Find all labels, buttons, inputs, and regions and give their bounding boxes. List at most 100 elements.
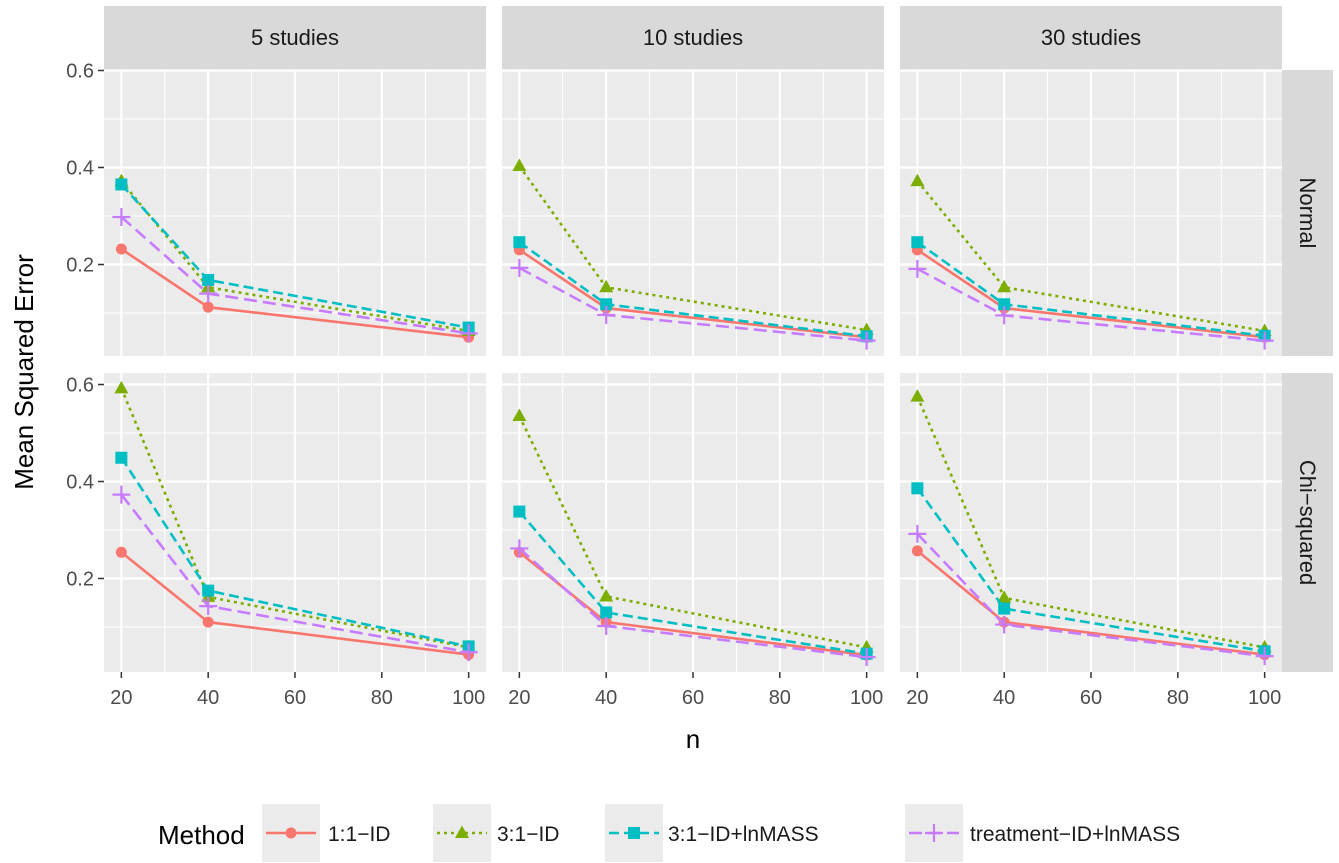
series-treatment-id-lnmass-normal-5-studies (112, 207, 478, 343)
data-point (512, 408, 527, 422)
data-point (910, 173, 925, 187)
data-point (510, 258, 529, 277)
legend: Method 1:1−ID 3:1−ID 3:1−ID+lnMASS treatment… (158, 804, 1180, 862)
data-point (599, 279, 614, 293)
data-point (908, 524, 927, 543)
panel-chi-squared-10-studies (502, 373, 884, 672)
series-treatment-id-lnmass-chi-squared-30-studies (908, 524, 1274, 666)
y-tick-label: 0.2 (66, 569, 94, 591)
legend-entry-1-1-id: 1:1−ID (262, 804, 390, 862)
facet-label: Normal (1295, 178, 1320, 249)
y-tick-label: 0.4 (66, 472, 94, 494)
facet-strip-30-studies (900, 6, 1282, 70)
data-point (998, 602, 1011, 615)
legend-key-marker (285, 827, 297, 839)
legend-key-marker (455, 825, 469, 838)
y-tick-label: 0.2 (66, 255, 94, 277)
data-point (459, 324, 478, 343)
x-tick-label: 20 (110, 687, 132, 709)
data-point (857, 331, 876, 350)
legend-key-marker (925, 824, 943, 842)
series-line (518, 510, 867, 655)
data-point (199, 597, 218, 616)
data-point (202, 584, 215, 597)
data-point (112, 485, 131, 504)
data-point (911, 545, 923, 557)
legend-entry-treatment-id-lnmass: treatment−ID+lnMASS (905, 804, 1180, 862)
series-3-1-id-lnmass-normal-30-studies (911, 236, 1271, 342)
legend-label: 3:1−ID+lnMASS (668, 823, 819, 846)
facet-label: Chi−squared (1295, 460, 1320, 585)
data-point (600, 606, 613, 619)
facet-label: 10 studies (643, 25, 743, 50)
panel-normal-10-studies (502, 69, 884, 356)
x-tick-label: 100 (850, 687, 883, 709)
data-point (998, 298, 1011, 311)
x-tick-label: 40 (197, 687, 219, 709)
x-tick-label: 100 (452, 687, 485, 709)
facet-strip-5-studies (104, 6, 486, 70)
series-treatment-id-lnmass-normal-30-studies (908, 259, 1274, 350)
data-point (513, 505, 526, 518)
data-point (112, 207, 131, 226)
x-tick-label: 40 (993, 687, 1015, 709)
legend-label: 3:1−ID (497, 823, 559, 846)
facet-label: 5 studies (251, 25, 339, 50)
data-point (995, 615, 1014, 634)
data-point (910, 389, 925, 402)
data-point (115, 451, 128, 464)
x-tick-label: 60 (682, 687, 704, 709)
data-point (911, 236, 924, 249)
data-point (114, 380, 129, 394)
legend-entry-3-1-id: 3:1−ID (433, 804, 559, 862)
data-point (512, 158, 527, 172)
x-tick-label: 80 (769, 687, 791, 709)
y-axis-title: Mean Squared Error (9, 254, 39, 490)
series-treatment-id-lnmass-normal-10-studies (510, 258, 876, 350)
data-point (459, 643, 478, 662)
data-point (115, 243, 127, 255)
y-tick-label: 0.6 (66, 61, 94, 83)
data-point (857, 648, 876, 667)
facet-label: 30 studies (1041, 25, 1141, 50)
x-tick-label: 100 (1248, 687, 1281, 709)
data-point (997, 590, 1012, 603)
data-point (199, 284, 218, 303)
facet-strip-normal (1282, 70, 1333, 356)
x-tick-label: 60 (284, 687, 306, 709)
data-point (997, 279, 1012, 293)
x-tick-label: 40 (595, 687, 617, 709)
x-tick-label: 80 (371, 687, 393, 709)
x-tick-label: 20 (508, 687, 530, 709)
data-point (908, 259, 927, 278)
facet-strip-chi-squared (1282, 373, 1333, 672)
data-point (115, 178, 128, 191)
legend-title: Method (158, 820, 245, 850)
series-3-1-id-lnmass-chi-squared-10-studies (513, 505, 873, 660)
panel-normal-30-studies (900, 69, 1282, 356)
legend-label: 1:1−ID (328, 823, 390, 846)
x-tick-label: 80 (1167, 687, 1189, 709)
panel-chi-squared-5-studies (104, 373, 486, 672)
data-point (600, 298, 613, 311)
legend-entry-3-1-id-lnmass: 3:1−ID+lnMASS (605, 804, 819, 862)
series-line (916, 487, 1265, 653)
panel-chi-squared-30-studies (900, 373, 1282, 672)
data-point (202, 301, 214, 313)
data-point (995, 306, 1014, 325)
data-point (202, 274, 215, 287)
data-point (597, 617, 616, 636)
data-point (1255, 647, 1274, 666)
x-tick-label: 60 (1080, 687, 1102, 709)
legend-key-marker (628, 827, 640, 839)
data-point (1255, 331, 1274, 350)
data-point (911, 482, 924, 495)
legend-label: treatment−ID+lnMASS (970, 823, 1180, 846)
x-tick-label: 20 (906, 687, 928, 709)
data-point (513, 236, 526, 249)
series-3-1-id-lnmass-normal-5-studies (115, 178, 475, 334)
series-3-1-id-lnmass-chi-squared-5-studies (115, 451, 475, 653)
data-point (510, 539, 529, 558)
y-tick-label: 0.6 (66, 375, 94, 397)
